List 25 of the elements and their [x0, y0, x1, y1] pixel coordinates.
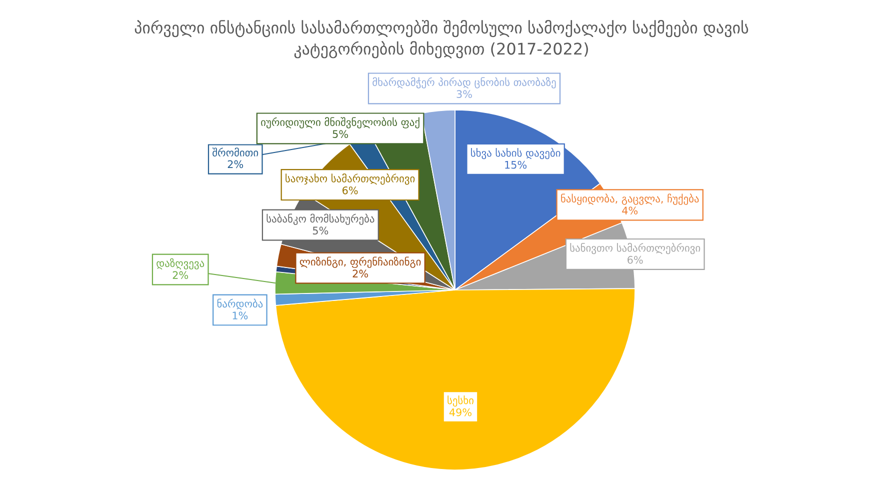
- data-label: 3%: [456, 90, 472, 98]
- data-label: 2%: [172, 271, 188, 280]
- slice-label: ნასყიდობა, გაცვლა, ჩუქება: [561, 194, 699, 205]
- slice-label: ნარდობა: [217, 298, 263, 310]
- data-label: 2%: [228, 160, 244, 168]
- data-label: 2%: [352, 270, 368, 278]
- data-label: 15%: [505, 160, 527, 169]
- slice-label: საოჯახო სამართლებრივი: [286, 174, 415, 185]
- data-label: 5%: [332, 130, 348, 138]
- slice-label: სანივთო სამართლებრივი: [570, 242, 700, 254]
- data-label: 6%: [628, 256, 643, 264]
- data-label: 49%: [449, 408, 472, 416]
- slice-label: სესხი: [448, 396, 474, 407]
- data-label: 4%: [622, 206, 638, 214]
- chart-title: პირველი ინსტანციის სასამართლოებში შემოსული სამოქალაქო საქმეები დავის კატეგორიების მიხედვით (2017-2022): [134, 20, 748, 58]
- slice-label: იურიდიული მნიშვნელობის ფაქ: [261, 117, 420, 128]
- slice-label: საბანკო მომსახურება: [266, 214, 374, 225]
- data-label: 5%: [312, 226, 328, 235]
- slice-label: შრომითი: [212, 148, 258, 156]
- data-label: 6%: [342, 186, 358, 194]
- slice-label: დაზღვევა: [156, 258, 204, 270]
- slice-label: სხვა სახის დავები: [471, 148, 560, 160]
- slice-label: ლიზინგი, ფრენჩაიზინგი: [300, 256, 421, 268]
- data-label: 1%: [232, 312, 248, 320]
- slice-label: მხარდამჭერ პირად ცნობის თაობაზე: [372, 77, 556, 88]
